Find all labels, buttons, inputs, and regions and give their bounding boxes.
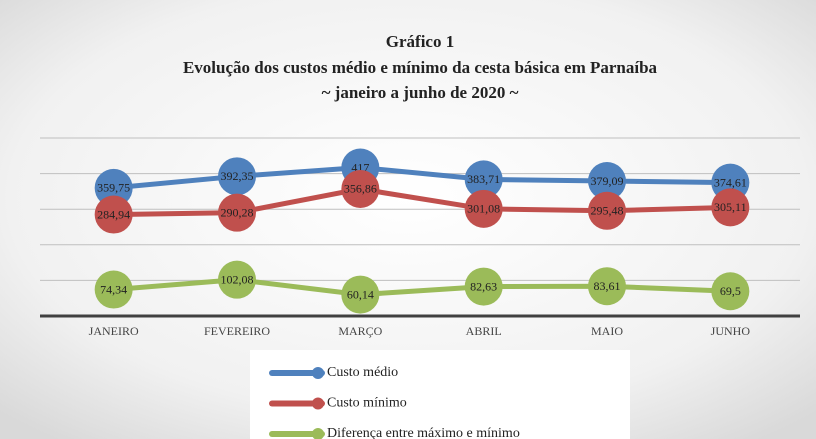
marker — [588, 267, 626, 306]
data-label: 301,08 — [467, 202, 500, 216]
chart-subtitle: Evolução dos custos médio e mínimo da ce… — [183, 58, 658, 77]
data-label: 379,09 — [591, 174, 624, 188]
legend-marker — [312, 428, 324, 439]
legend-label: Custo médio — [327, 365, 398, 380]
data-label: 392,35 — [221, 169, 254, 183]
legend-box — [250, 350, 630, 439]
data-label: 82,63 — [470, 279, 497, 293]
marker — [588, 191, 626, 230]
data-label: 83,61 — [594, 279, 621, 293]
series-line — [113, 277, 731, 298]
x-tick-label: MARÇO — [338, 324, 382, 338]
marker — [341, 275, 380, 314]
marker — [218, 260, 256, 299]
data-label: 356,86 — [344, 182, 377, 196]
marker — [94, 195, 133, 234]
marker — [218, 193, 256, 232]
data-label: 295,48 — [591, 204, 624, 218]
x-tick-label: MAIO — [591, 324, 623, 338]
chart-title: Gráfico 1 — [386, 32, 454, 51]
marker — [711, 188, 750, 227]
data-label: 74,34 — [100, 282, 127, 296]
legend-marker — [312, 367, 324, 379]
x-tick-label: FEVEREIRO — [204, 324, 270, 338]
marker — [218, 157, 256, 196]
marker — [94, 168, 133, 207]
x-tick-label: ABRIL — [466, 324, 502, 338]
x-tick-label: JANEIRO — [89, 324, 139, 338]
data-label: 284,94 — [97, 207, 130, 221]
data-label: 290,28 — [221, 205, 254, 219]
marker — [464, 189, 503, 228]
marker — [711, 272, 750, 311]
legend-label: Custo mínimo — [327, 396, 407, 411]
data-label: 383,71 — [467, 172, 500, 186]
marker — [588, 162, 626, 201]
series-line — [113, 186, 731, 218]
data-label: 305,11 — [714, 200, 747, 214]
chart-subtitle: ~ janeiro a junho de 2020 ~ — [322, 83, 519, 102]
marker — [464, 160, 503, 199]
legend-label: Diferença entre máximo e mínimo — [327, 426, 520, 439]
marker — [94, 270, 133, 309]
data-label: 60,14 — [347, 287, 374, 301]
data-label: 374,61 — [714, 175, 747, 189]
x-tick-label: JUNHO — [711, 324, 751, 338]
data-label: 102,08 — [221, 272, 254, 286]
series-line — [113, 165, 731, 191]
data-label: 359,75 — [97, 181, 130, 195]
legend-marker — [312, 397, 324, 410]
data-label: 69,5 — [720, 284, 741, 298]
marker — [464, 267, 503, 306]
marker — [341, 169, 380, 208]
